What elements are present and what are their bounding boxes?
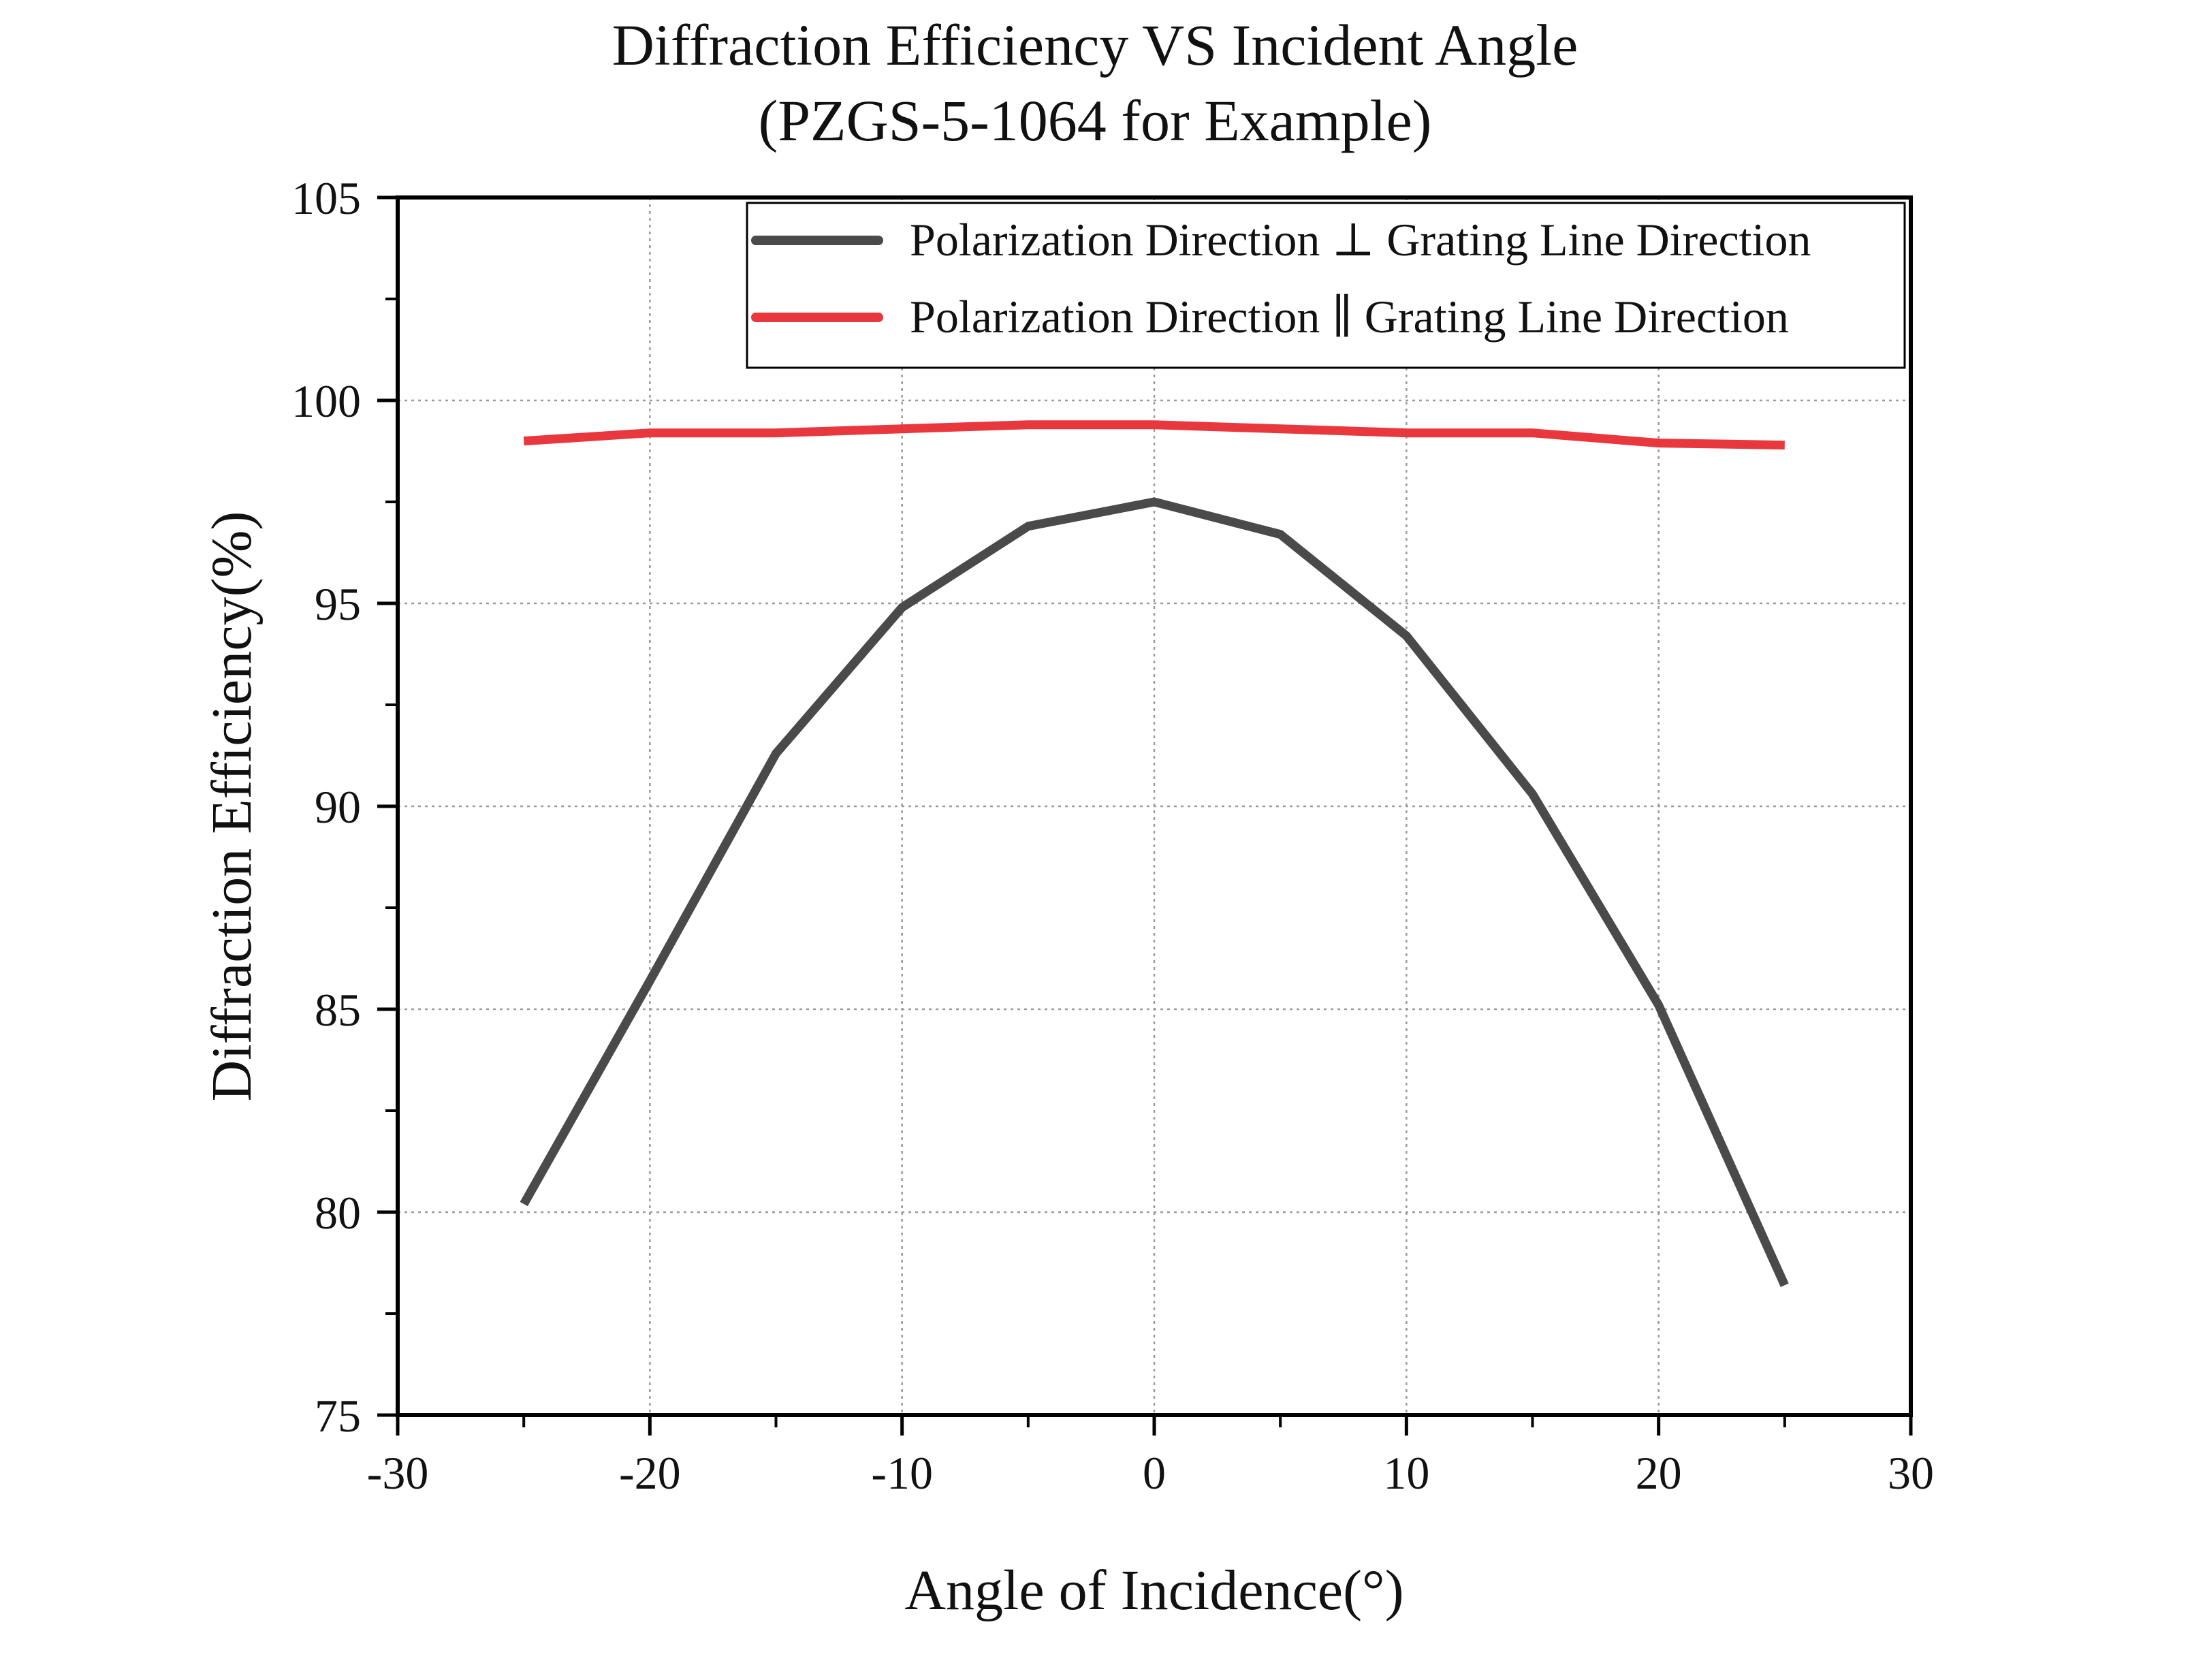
legend-label-parallel: Polarization Direction ∥ Grating Line Di… [910, 291, 1789, 343]
legend-label-perpendicular: Polarization Direction ⊥ Grating Line Di… [910, 214, 1811, 266]
series-lines [520, 420, 1789, 1287]
y-axis-label: Diffraction Efficiency(%) [200, 511, 264, 1102]
x-axis-label: Angle of Incidence(°) [904, 1559, 1403, 1622]
series-line-parallel [523, 420, 1785, 450]
chart-title: Diffraction Efficiency VS Incident Angle [612, 12, 1578, 78]
legend-box [746, 202, 1906, 369]
x-tick-label: 10 [1383, 1447, 1429, 1499]
x-tick-label: -10 [871, 1447, 933, 1499]
tick-labels: -30 -20 -10 0 10 20 30 75 80 85 90 95 100 105 [291, 172, 1934, 1499]
legend: Polarization Direction ⊥ Grating Line Di… [746, 202, 1906, 369]
y-tick-label: 90 [315, 781, 361, 833]
axis-ticks [377, 195, 1913, 1436]
series-line-perpendicular [520, 497, 1789, 1287]
y-tick-label: 95 [315, 578, 361, 630]
chart-subtitle: (PZGS-5-1064 for Example) [759, 88, 1432, 153]
x-tick-label: 0 [1143, 1447, 1166, 1499]
y-tick-label: 75 [315, 1390, 361, 1442]
y-tick-label: 100 [291, 375, 361, 427]
grid-lines [398, 197, 1911, 1415]
x-tick-label: 20 [1636, 1447, 1682, 1499]
y-tick-label: 80 [315, 1187, 361, 1239]
y-tick-label: 85 [315, 984, 361, 1036]
x-tick-label: 30 [1888, 1447, 1934, 1499]
y-tick-label: 105 [291, 172, 361, 224]
x-tick-label: -30 [367, 1447, 429, 1499]
x-tick-label: -20 [619, 1447, 681, 1499]
